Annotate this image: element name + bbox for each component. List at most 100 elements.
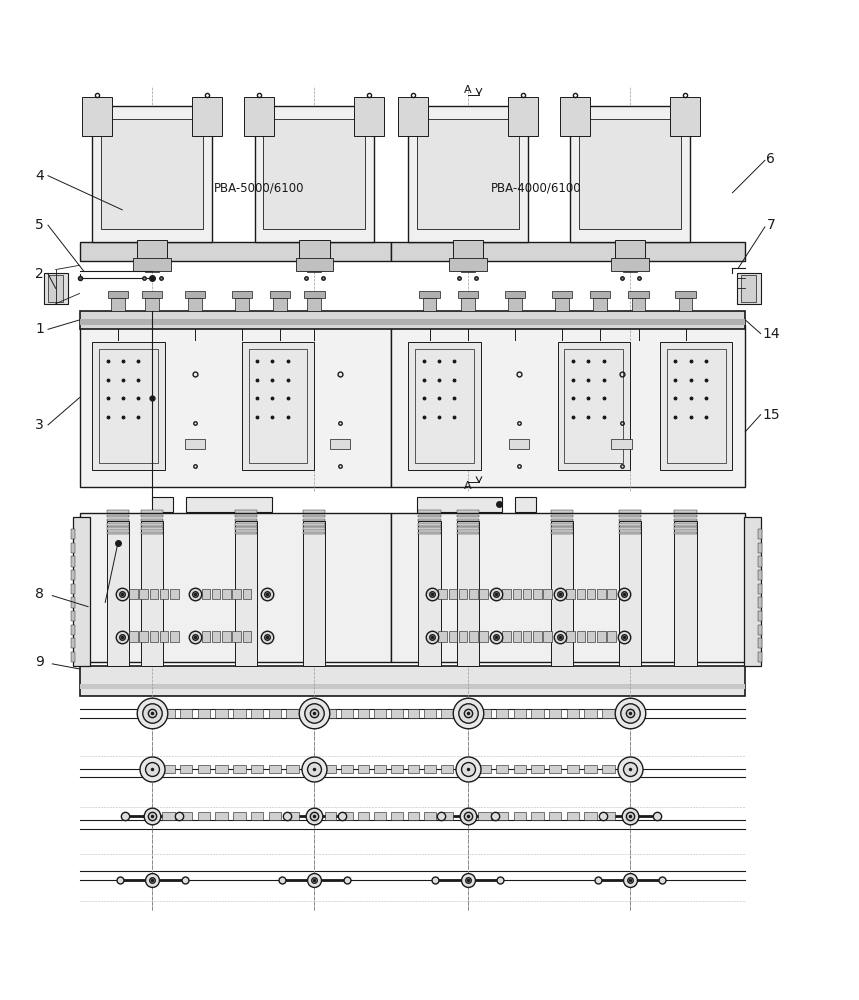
Bar [308,298,321,311]
Bar [391,812,403,820]
Bar [457,527,479,530]
Bar [269,765,281,773]
Bar [71,556,76,567]
Bar [619,515,641,517]
Bar [758,570,762,580]
Bar [248,349,308,463]
Bar [576,631,585,642]
Bar [358,765,369,773]
Bar [304,291,325,298]
Bar [503,589,511,599]
Bar [504,291,525,298]
Bar [71,597,76,608]
Bar [448,631,457,642]
Bar [269,812,281,820]
Bar [185,439,205,449]
Bar [597,589,606,599]
Bar [233,812,246,820]
Bar [273,298,287,311]
Bar [419,291,440,298]
Bar [254,106,374,242]
Bar [71,625,76,635]
Bar [744,517,760,666]
Bar [737,273,760,304]
Bar [235,521,257,666]
Bar [235,523,257,526]
Bar [107,532,129,534]
Bar [202,631,210,642]
Bar [391,325,746,487]
Bar [566,631,575,642]
Bar [325,765,336,773]
Bar [418,510,441,513]
Bar [567,709,579,718]
Bar [418,532,441,534]
Bar [459,631,467,642]
Bar [149,631,158,642]
Bar [544,631,552,642]
Bar [594,298,607,311]
Bar [418,523,441,526]
Bar [235,527,257,530]
Bar [679,298,692,311]
Bar [71,584,76,594]
Bar [469,631,478,642]
Text: PBA-4000/6100: PBA-4000/6100 [490,182,582,195]
Bar [566,589,575,599]
Text: 9: 9 [35,655,44,669]
Bar [162,765,174,773]
Bar [619,521,641,666]
Bar [469,589,478,599]
Bar [660,342,733,470]
Bar [212,589,221,599]
Bar [551,510,573,513]
Bar [531,709,544,718]
Bar [619,510,641,513]
Bar [286,812,299,820]
Bar [149,589,158,599]
Bar [141,515,163,517]
Bar [459,589,467,599]
Bar [515,497,536,512]
Bar [612,439,631,449]
Bar [523,589,532,599]
Bar [674,532,697,534]
Bar [619,519,641,521]
Bar [133,258,171,271]
Text: 3: 3 [35,418,44,432]
Bar [198,709,210,718]
Bar [549,709,562,718]
Bar [674,510,697,513]
Text: 14: 14 [762,327,780,341]
Bar [551,515,573,517]
Bar [758,556,762,567]
Bar [513,589,521,599]
Bar [222,589,231,599]
Bar [549,812,562,820]
Text: 15: 15 [762,408,780,422]
Bar [235,298,248,311]
Bar [457,532,479,534]
Bar [514,812,526,820]
Bar [242,631,251,642]
Bar [457,523,479,526]
Bar [152,497,174,512]
Bar [461,298,475,311]
Bar [107,510,129,513]
Bar [270,291,290,298]
Bar [408,812,419,820]
Bar [458,291,478,298]
Bar [303,515,326,517]
Bar [241,342,314,470]
Bar [82,97,112,136]
Bar [71,611,76,621]
Text: 1: 1 [35,322,44,336]
Bar [375,765,386,773]
Bar [198,812,210,820]
Bar [424,812,436,820]
Bar [391,765,403,773]
Bar [101,119,204,229]
Bar [269,709,281,718]
Bar [160,589,168,599]
Bar [129,589,137,599]
